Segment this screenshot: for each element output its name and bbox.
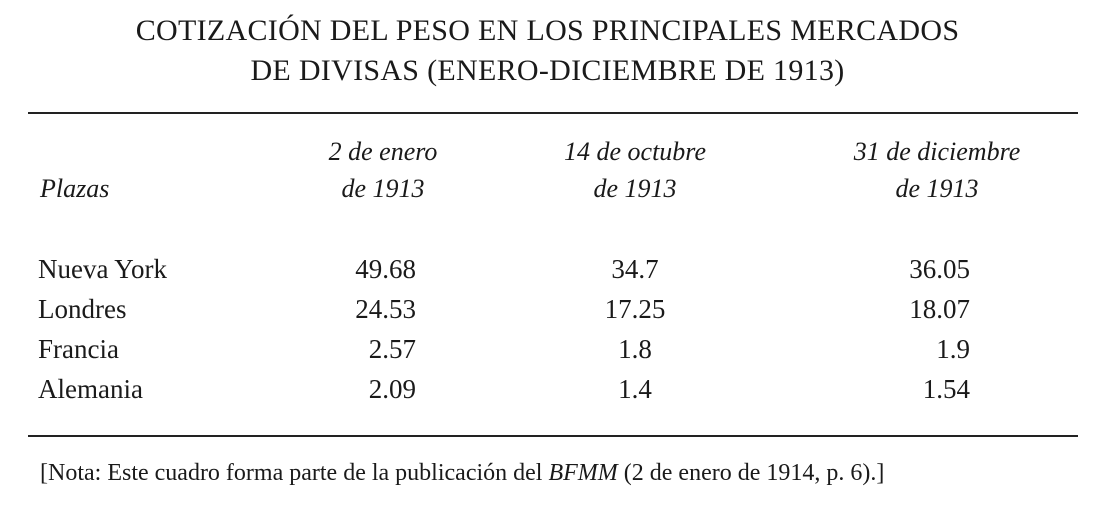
note-italic: BFMM (548, 460, 618, 486)
top-rule (28, 112, 1078, 114)
note-text: (2 de enero de 1914, p. 6).] (617, 460, 885, 486)
cell: 1.4 (618, 374, 652, 404)
row-label: Francia (38, 334, 119, 364)
column-header: 31 de diciembre (853, 137, 1021, 166)
column-header: 2 de enero (328, 137, 438, 166)
cell: 36.05 (909, 254, 970, 284)
row-label: Londres (38, 294, 127, 324)
cell: 1.9 (936, 334, 970, 364)
cell: 34.7 (611, 254, 659, 284)
column-header: de 1913 (341, 174, 425, 203)
bottom-rule (28, 435, 1078, 437)
column-header: de 1913 (593, 174, 677, 203)
row-label: Nueva York (38, 254, 168, 284)
cell: 1.54 (922, 374, 970, 404)
column-header: 14 de octubre (564, 137, 706, 166)
column-header: de 1913 (895, 174, 979, 203)
title-line: COTIZACIÓN DEL PESO EN LOS PRINCIPALES M… (135, 14, 960, 47)
column-header: Plazas (40, 174, 110, 203)
cell: 24.53 (355, 294, 416, 324)
row-label: Alemania (38, 374, 143, 404)
title-line: DE DIVISAS (ENERO-DICIEMBRE DE 1913) (250, 54, 845, 87)
cell: 1.8 (618, 334, 652, 364)
cell: 18.07 (909, 294, 970, 324)
cell: 17.25 (604, 294, 666, 324)
cell: 2.09 (368, 374, 416, 404)
cell: 49.68 (355, 254, 416, 284)
cell: 2.57 (368, 334, 416, 364)
note: [Nota: Este cuadro forma parte de la pub… (40, 460, 884, 487)
note-text: [Nota: Este cuadro forma parte de la pub… (40, 460, 549, 486)
